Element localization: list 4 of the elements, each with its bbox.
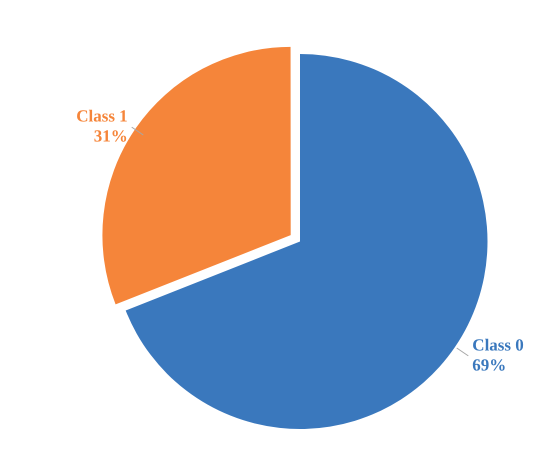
slice-label: Class 1 (76, 106, 128, 126)
data-label: 31% (94, 126, 128, 146)
data-label: 69% (472, 355, 506, 374)
slice-label: Class 0 (472, 335, 524, 354)
